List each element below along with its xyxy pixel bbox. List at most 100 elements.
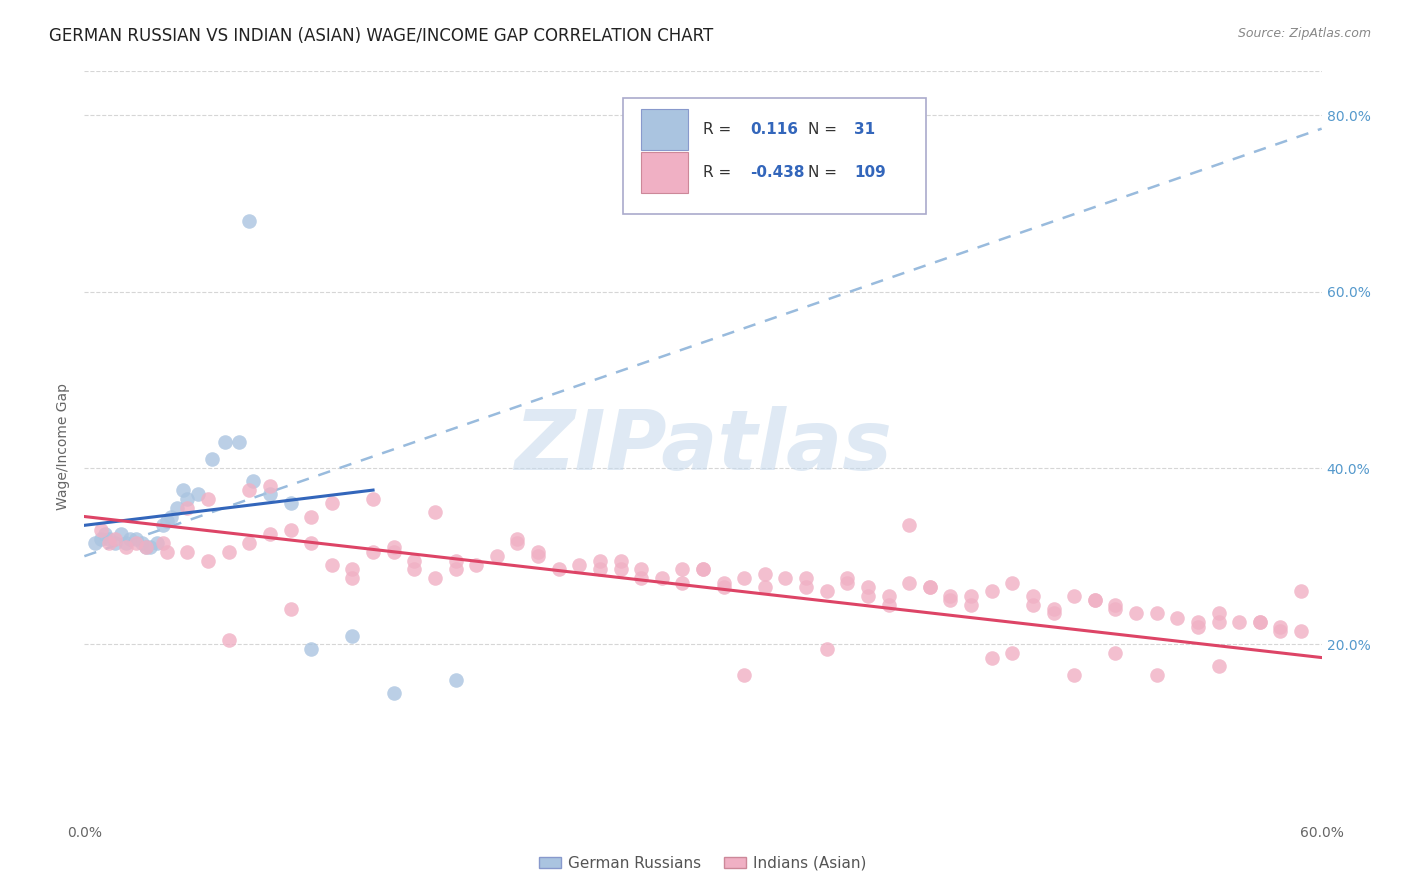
Point [1063, 668, 1085, 682]
Point [713, 575, 735, 590]
Point [152, 536, 174, 550]
Text: ZIPatlas: ZIPatlas [515, 406, 891, 486]
Point [321, 558, 343, 572]
Point [152, 518, 174, 533]
Point [568, 558, 591, 572]
Point [342, 571, 364, 585]
Point [856, 589, 879, 603]
Point [877, 589, 900, 603]
Text: N =: N = [808, 121, 837, 136]
Point [1022, 598, 1045, 612]
Point [83, 536, 105, 550]
Point [444, 553, 467, 567]
Point [145, 536, 167, 550]
Point [114, 536, 136, 550]
Point [1187, 615, 1209, 630]
Point [1001, 575, 1024, 590]
Point [342, 628, 364, 642]
Point [299, 509, 322, 524]
Point [382, 545, 405, 559]
Point [630, 562, 652, 576]
Text: 109: 109 [853, 165, 886, 180]
Point [609, 553, 631, 567]
Point [713, 580, 735, 594]
Point [135, 541, 157, 555]
Point [321, 496, 343, 510]
FancyBboxPatch shape [623, 97, 925, 214]
Text: 31: 31 [853, 121, 875, 136]
Point [342, 562, 364, 576]
Point [90, 523, 112, 537]
Point [1001, 646, 1024, 660]
Point [1146, 668, 1168, 682]
Point [1208, 615, 1230, 630]
Point [465, 558, 488, 572]
Point [794, 580, 817, 594]
Point [1022, 589, 1045, 603]
Point [1125, 607, 1147, 621]
Point [980, 584, 1002, 599]
Point [1104, 602, 1126, 616]
Point [1227, 615, 1250, 630]
Point [918, 580, 941, 594]
Point [1042, 602, 1064, 616]
Point [1104, 598, 1126, 612]
Point [1042, 607, 1064, 621]
Point [131, 536, 153, 550]
Point [242, 475, 264, 489]
Point [1270, 624, 1292, 639]
Point [939, 589, 962, 603]
Point [1146, 607, 1168, 621]
Text: R =: R = [703, 121, 731, 136]
Point [176, 491, 198, 506]
Point [837, 575, 859, 590]
Point [651, 571, 673, 585]
Point [1249, 615, 1271, 630]
Point [114, 541, 136, 555]
Point [90, 532, 112, 546]
Point [98, 532, 121, 546]
Point [589, 553, 612, 567]
Point [156, 514, 179, 528]
Point [259, 478, 281, 492]
Point [506, 532, 529, 546]
Point [280, 523, 302, 537]
Point [1289, 624, 1312, 639]
Point [176, 545, 198, 559]
Point [733, 571, 755, 585]
Point [733, 668, 755, 682]
Point [1084, 593, 1107, 607]
Point [156, 545, 179, 559]
Point [960, 598, 983, 612]
Point [404, 553, 426, 567]
Point [444, 562, 467, 576]
Point [754, 566, 776, 581]
Point [280, 602, 302, 616]
Point [228, 434, 250, 449]
Point [238, 214, 260, 228]
Point [187, 487, 209, 501]
Point [118, 532, 141, 546]
Point [172, 483, 194, 497]
Y-axis label: Wage/Income Gap: Wage/Income Gap [56, 383, 70, 509]
Point [361, 545, 384, 559]
Point [94, 527, 117, 541]
Point [692, 562, 714, 576]
Point [404, 562, 426, 576]
Point [361, 491, 384, 506]
Point [201, 452, 224, 467]
Point [1249, 615, 1271, 630]
Point [98, 536, 121, 550]
Point [238, 483, 260, 497]
Point [382, 686, 405, 700]
Point [218, 632, 240, 647]
Point [485, 549, 508, 564]
Point [506, 536, 529, 550]
Point [980, 650, 1002, 665]
Point [609, 562, 631, 576]
Point [671, 575, 693, 590]
Point [856, 580, 879, 594]
Point [176, 500, 198, 515]
Text: Source: ZipAtlas.com: Source: ZipAtlas.com [1237, 27, 1371, 40]
Point [423, 571, 446, 585]
